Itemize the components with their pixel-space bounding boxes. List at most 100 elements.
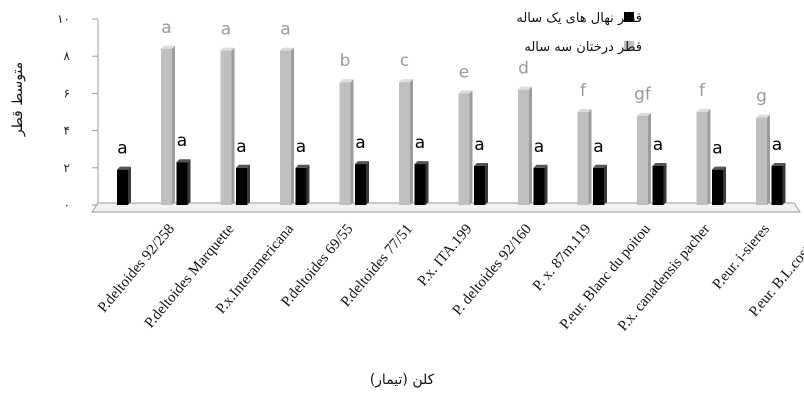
bar-top: [220, 47, 235, 51]
sig-label-series-1: a: [712, 139, 722, 159]
bar-series-2: [696, 112, 708, 205]
sig-label-series-2: f: [580, 81, 587, 101]
sig-label-series-1: a: [653, 135, 663, 155]
bar-side: [366, 161, 369, 205]
bar-series-2: [399, 82, 410, 205]
legend-label-series-2: قطر درختان سه ساله: [524, 40, 642, 55]
bar-top: [652, 162, 667, 166]
y-tick-label: ۸: [64, 49, 71, 63]
y-axis-title: متوسط قطر: [10, 62, 26, 137]
sig-label-series-1: a: [534, 137, 544, 157]
sig-label-series-2: g: [756, 87, 767, 107]
bar-series-2: [518, 89, 529, 205]
bar-top: [414, 161, 429, 165]
bar-series-1: [474, 165, 485, 205]
sig-label-series-2: a: [161, 18, 171, 38]
bar-series-1: [355, 164, 366, 205]
sig-label-series-2: gf: [634, 85, 652, 105]
legend: قطر نهال های یک ساله قطر درختان سه ساله: [516, 11, 642, 55]
y-tick-label: ۱۰: [57, 12, 70, 26]
bar-series-1: [176, 162, 188, 205]
sig-label-series-2: a: [221, 20, 231, 40]
bar-side: [425, 161, 429, 205]
sig-label-series-1: a: [415, 133, 425, 153]
bar-side: [231, 47, 235, 206]
bar-side: [782, 162, 786, 205]
bar-side: [247, 164, 250, 205]
bar-top: [339, 79, 354, 83]
bar-top: [474, 162, 488, 166]
bar-series-1: [652, 165, 664, 205]
y-ticks: ۰ ۲ ۴ ۶ ۸ ۱۰: [57, 12, 98, 212]
bar-top: [280, 47, 294, 51]
sig-label-series-1: a: [177, 131, 187, 151]
significance-labels: aaaaaaabacaeadafagfafagaf: [117, 18, 782, 159]
bar-side: [187, 159, 191, 205]
category-label: P.eur. i-sieres: [710, 221, 774, 292]
bar-side: [128, 166, 131, 205]
bar-top: [756, 114, 770, 118]
bar-side: [485, 162, 488, 205]
bar-top: [399, 79, 413, 83]
y-tick-label: ۲: [64, 161, 70, 175]
sig-label-series-2: f: [699, 81, 706, 101]
sig-label-series-2: e: [459, 62, 469, 82]
bar-top: [577, 109, 592, 112]
sig-label-series-1: a: [772, 135, 782, 155]
bar-series-1: [236, 167, 247, 205]
category-label: P. x. 87m.119: [530, 221, 595, 294]
bar-side: [723, 166, 726, 205]
bar-top: [518, 86, 532, 90]
bar-side: [588, 109, 592, 205]
category-label: P.x. ITA.199: [415, 221, 476, 289]
bar-series-2: [637, 115, 648, 205]
bar-side: [529, 86, 532, 205]
y-tick-label: ۴: [64, 124, 70, 138]
bar-series-2: [161, 48, 172, 206]
bar-top: [593, 164, 607, 168]
bar-side: [707, 109, 711, 205]
legend-swatch-series-2: [624, 41, 634, 51]
sig-label-series-2: a: [280, 20, 290, 40]
bar-series-1: [712, 169, 723, 205]
bar-top: [637, 112, 651, 116]
bar-side: [604, 164, 607, 205]
bar-top: [295, 164, 310, 168]
bar-series-1: [533, 167, 545, 205]
chart-floor: [91, 202, 801, 213]
sig-label-series-1: a: [474, 135, 484, 155]
bars: [117, 45, 786, 206]
x-axis-title: کلن (تیمار): [370, 372, 435, 388]
bar-top: [458, 90, 473, 94]
bar-series-2: [756, 117, 767, 205]
bar-series-1: [414, 164, 426, 205]
bar-top: [712, 166, 726, 170]
bar-side: [172, 45, 175, 206]
bar-top: [161, 45, 175, 49]
bar-top: [696, 109, 711, 112]
bar-series-2: [280, 50, 291, 206]
sig-label-series-1: a: [236, 137, 246, 157]
bar-series-2: [458, 93, 470, 205]
y-tick-label: ۰: [64, 198, 70, 212]
bar-series-2: [220, 50, 232, 206]
sig-label-series-2: d: [518, 59, 529, 79]
sig-label-series-2: b: [340, 51, 351, 71]
sig-label-series-1: a: [117, 139, 127, 159]
bar-top: [355, 161, 369, 165]
bar-side: [663, 162, 667, 205]
legend-label-series-1: قطر نهال های یک ساله: [516, 11, 642, 26]
bar-top: [176, 159, 191, 163]
bar-side: [350, 79, 354, 205]
bar-series-1: [771, 165, 783, 205]
bar-side: [767, 114, 770, 205]
bar-series-1: [295, 167, 307, 205]
bar-top: [533, 164, 548, 168]
bar-top: [771, 162, 786, 166]
bar-side: [291, 47, 294, 206]
bar-side: [306, 164, 310, 205]
sig-label-series-1: a: [296, 137, 306, 157]
sig-label-series-1: a: [593, 137, 603, 157]
bar-side: [410, 79, 413, 205]
